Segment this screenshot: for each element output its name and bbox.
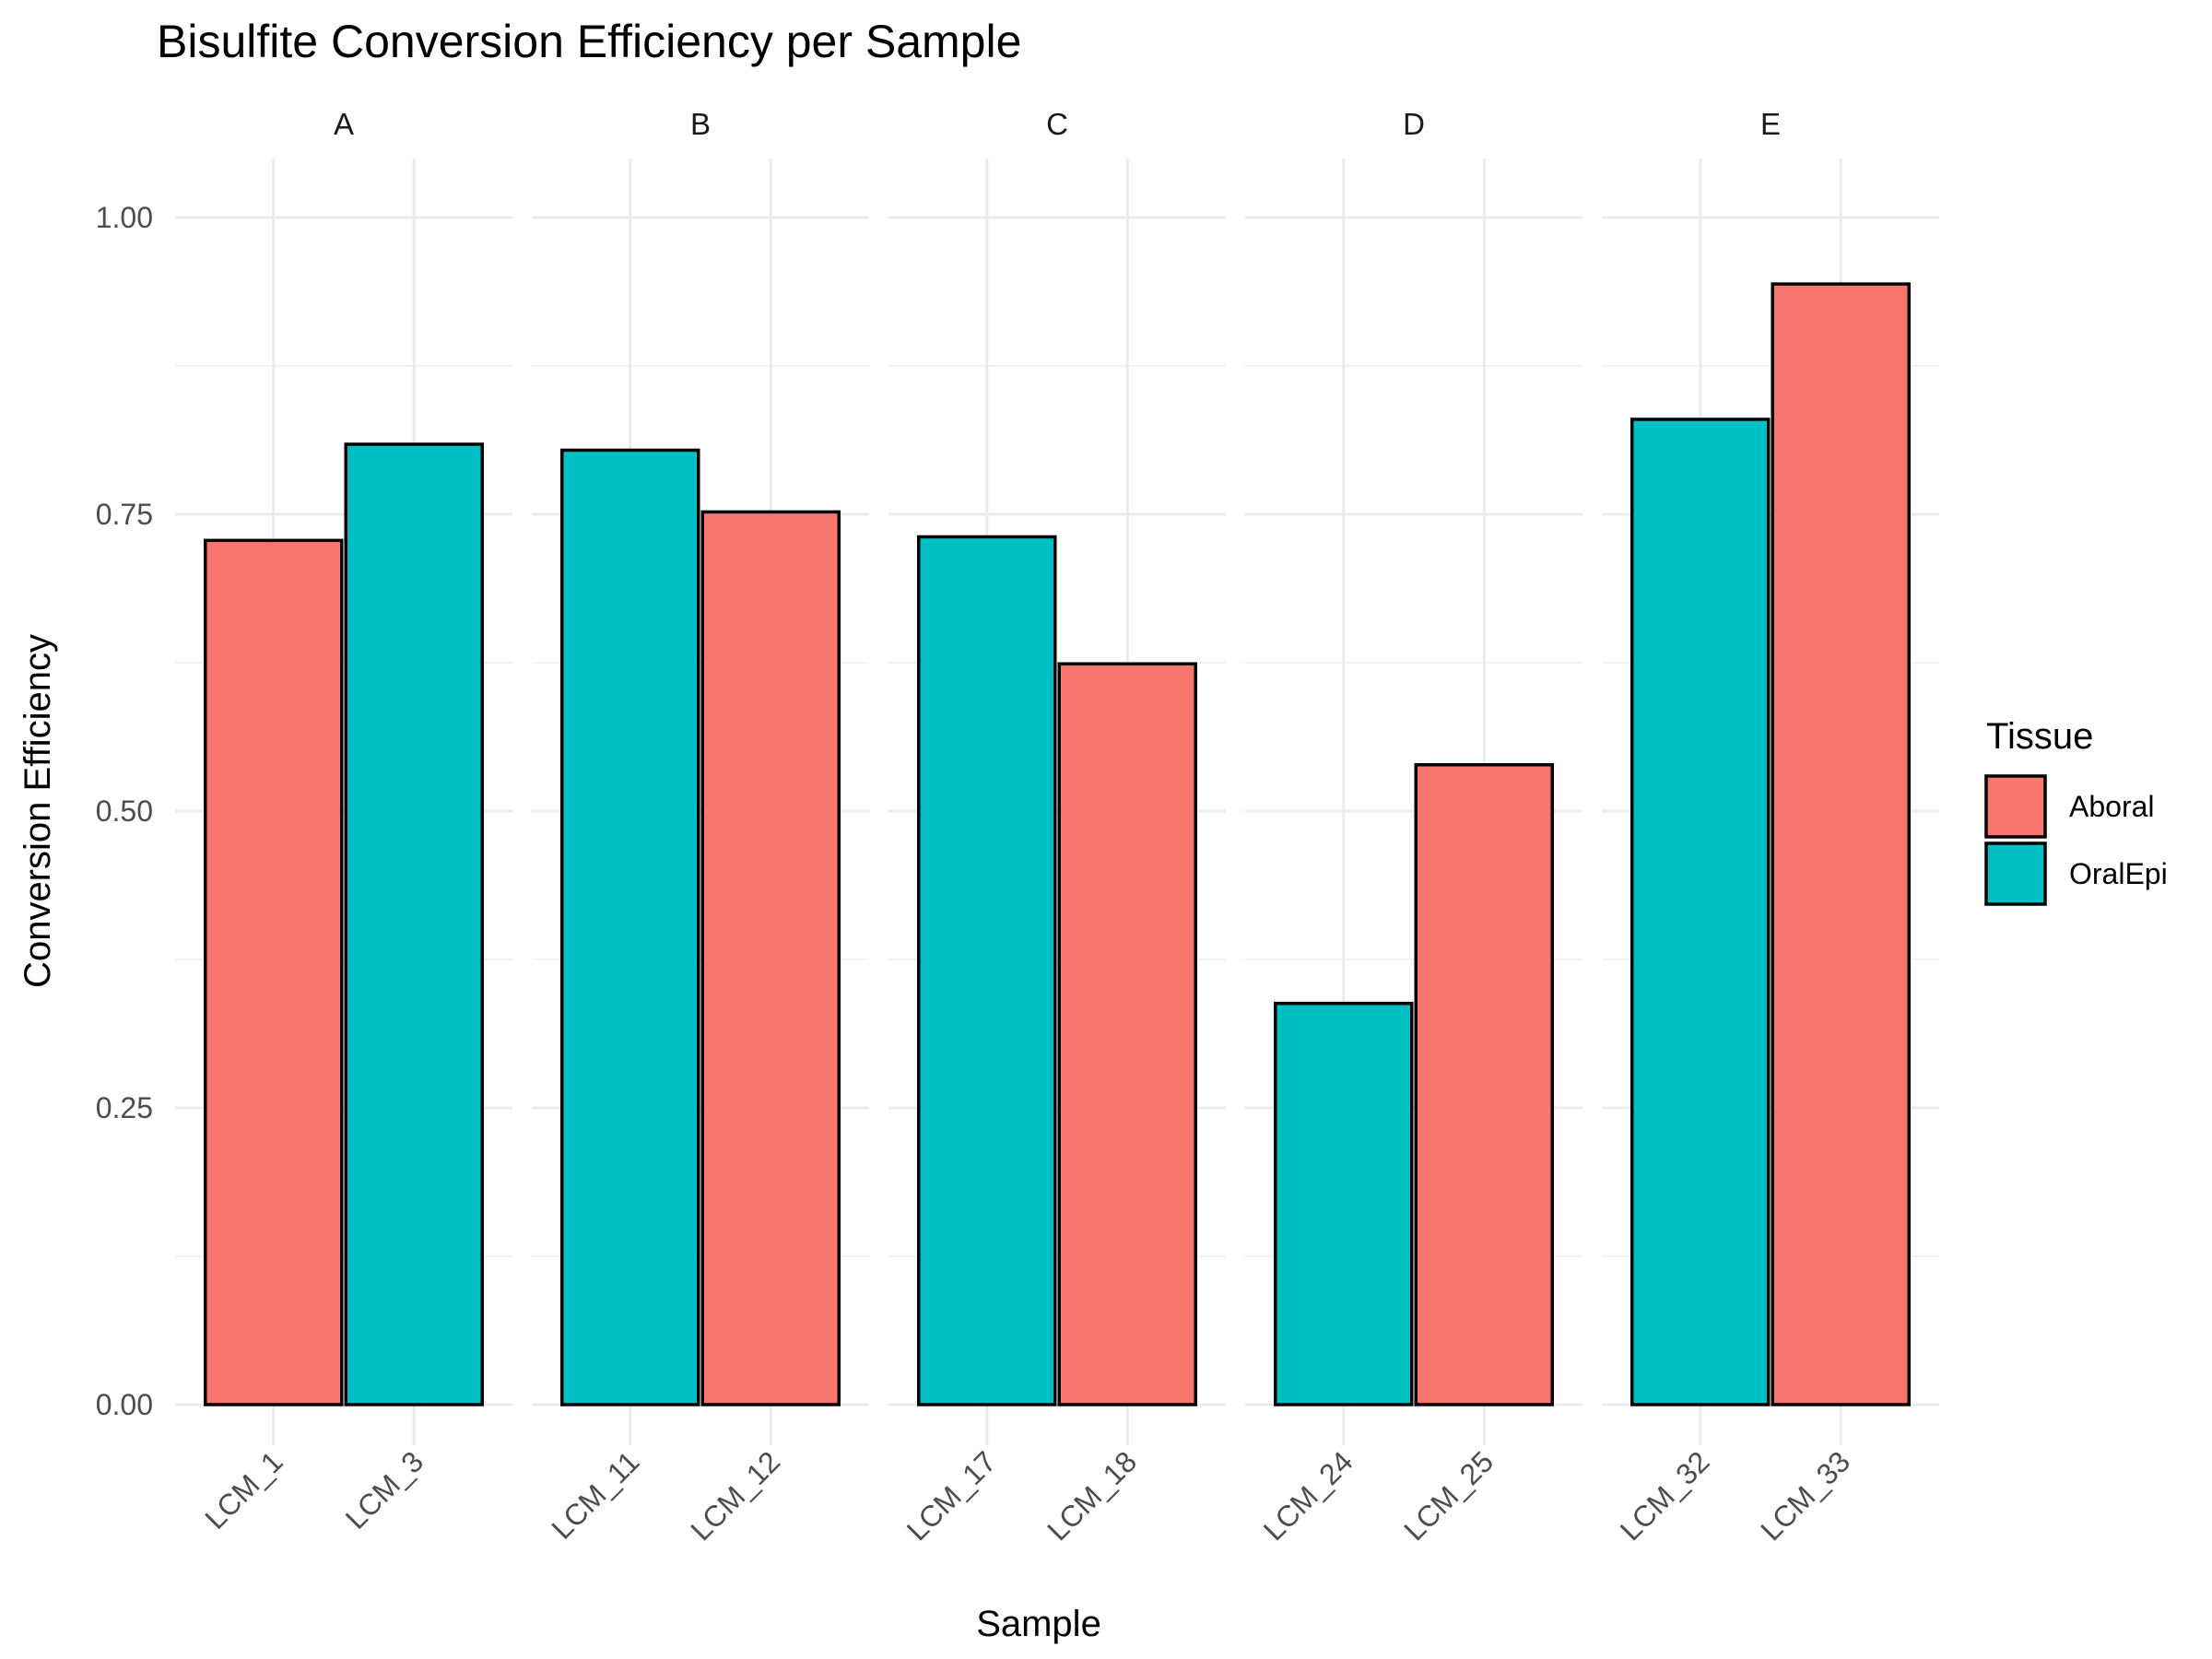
- y-tick-label: 0.25: [96, 1091, 153, 1124]
- x-axis-title: Sample: [976, 1604, 1101, 1644]
- x-tick-label: LCM_12: [684, 1444, 786, 1547]
- bar-lcm-1: [204, 538, 344, 1406]
- y-tick-label: 0.00: [96, 1388, 153, 1421]
- y-tick-label: 0.50: [96, 794, 153, 828]
- bar-lcm-33: [1771, 282, 1911, 1406]
- facet-label: B: [690, 107, 711, 141]
- x-tick-label: LCM_25: [1397, 1444, 1500, 1547]
- x-tick-label: LCM_33: [1754, 1444, 1856, 1547]
- y-axis: 0.00 0.25 0.50 0.75 1.00: [96, 201, 153, 1421]
- bar-lcm-12: [700, 510, 841, 1406]
- x-tick-label: LCM_18: [1041, 1444, 1143, 1547]
- bar-lcm-11: [560, 448, 700, 1406]
- bar-lcm-3: [344, 442, 484, 1406]
- bar-lcm-32: [1630, 418, 1771, 1406]
- x-tick-label: LCM_11: [545, 1444, 645, 1545]
- legend-label: Aboral: [2069, 790, 2155, 823]
- y-tick-label: 1.00: [96, 201, 153, 234]
- facet-label: C: [1046, 107, 1068, 141]
- legend-key-aboral: [1984, 774, 2047, 839]
- y-tick-label: 0.75: [96, 498, 153, 531]
- legend: Tissue Aboral OralEpi: [1984, 716, 2168, 906]
- legend-key-oralepi: [1984, 841, 2047, 906]
- legend-title: Tissue: [1986, 716, 2093, 757]
- bar-lcm-25: [1414, 763, 1554, 1406]
- legend-items: Aboral OralEpi: [1984, 774, 2168, 906]
- x-tick-label: LCM_17: [900, 1444, 1003, 1547]
- y-axis-title: Conversion Efficiency: [18, 634, 58, 988]
- x-tick-label: LCM_1: [198, 1444, 288, 1535]
- facet-label: D: [1403, 107, 1425, 141]
- bar-lcm-24: [1274, 1001, 1414, 1406]
- x-tick-label: LCM_3: [339, 1444, 429, 1535]
- legend-label: OralEpi: [2069, 857, 2168, 890]
- bar-lcm-18: [1057, 662, 1197, 1406]
- chart-title: Bisulfite Conversion Efficiency per Samp…: [157, 16, 1021, 67]
- facet-strips: A B C D E: [334, 107, 1781, 141]
- facet-label: A: [334, 107, 354, 141]
- x-axis: LCM_1 LCM_3 LCM_11 LCM_12 LCM_17 LCM_18 LCM_24…: [198, 1444, 1856, 1547]
- x-tick-label: LCM_24: [1257, 1444, 1359, 1547]
- bars-layer: [204, 282, 1911, 1406]
- facet-label: E: [1760, 107, 1781, 141]
- bar-lcm-17: [917, 535, 1057, 1406]
- x-tick-label: LCM_32: [1614, 1444, 1716, 1547]
